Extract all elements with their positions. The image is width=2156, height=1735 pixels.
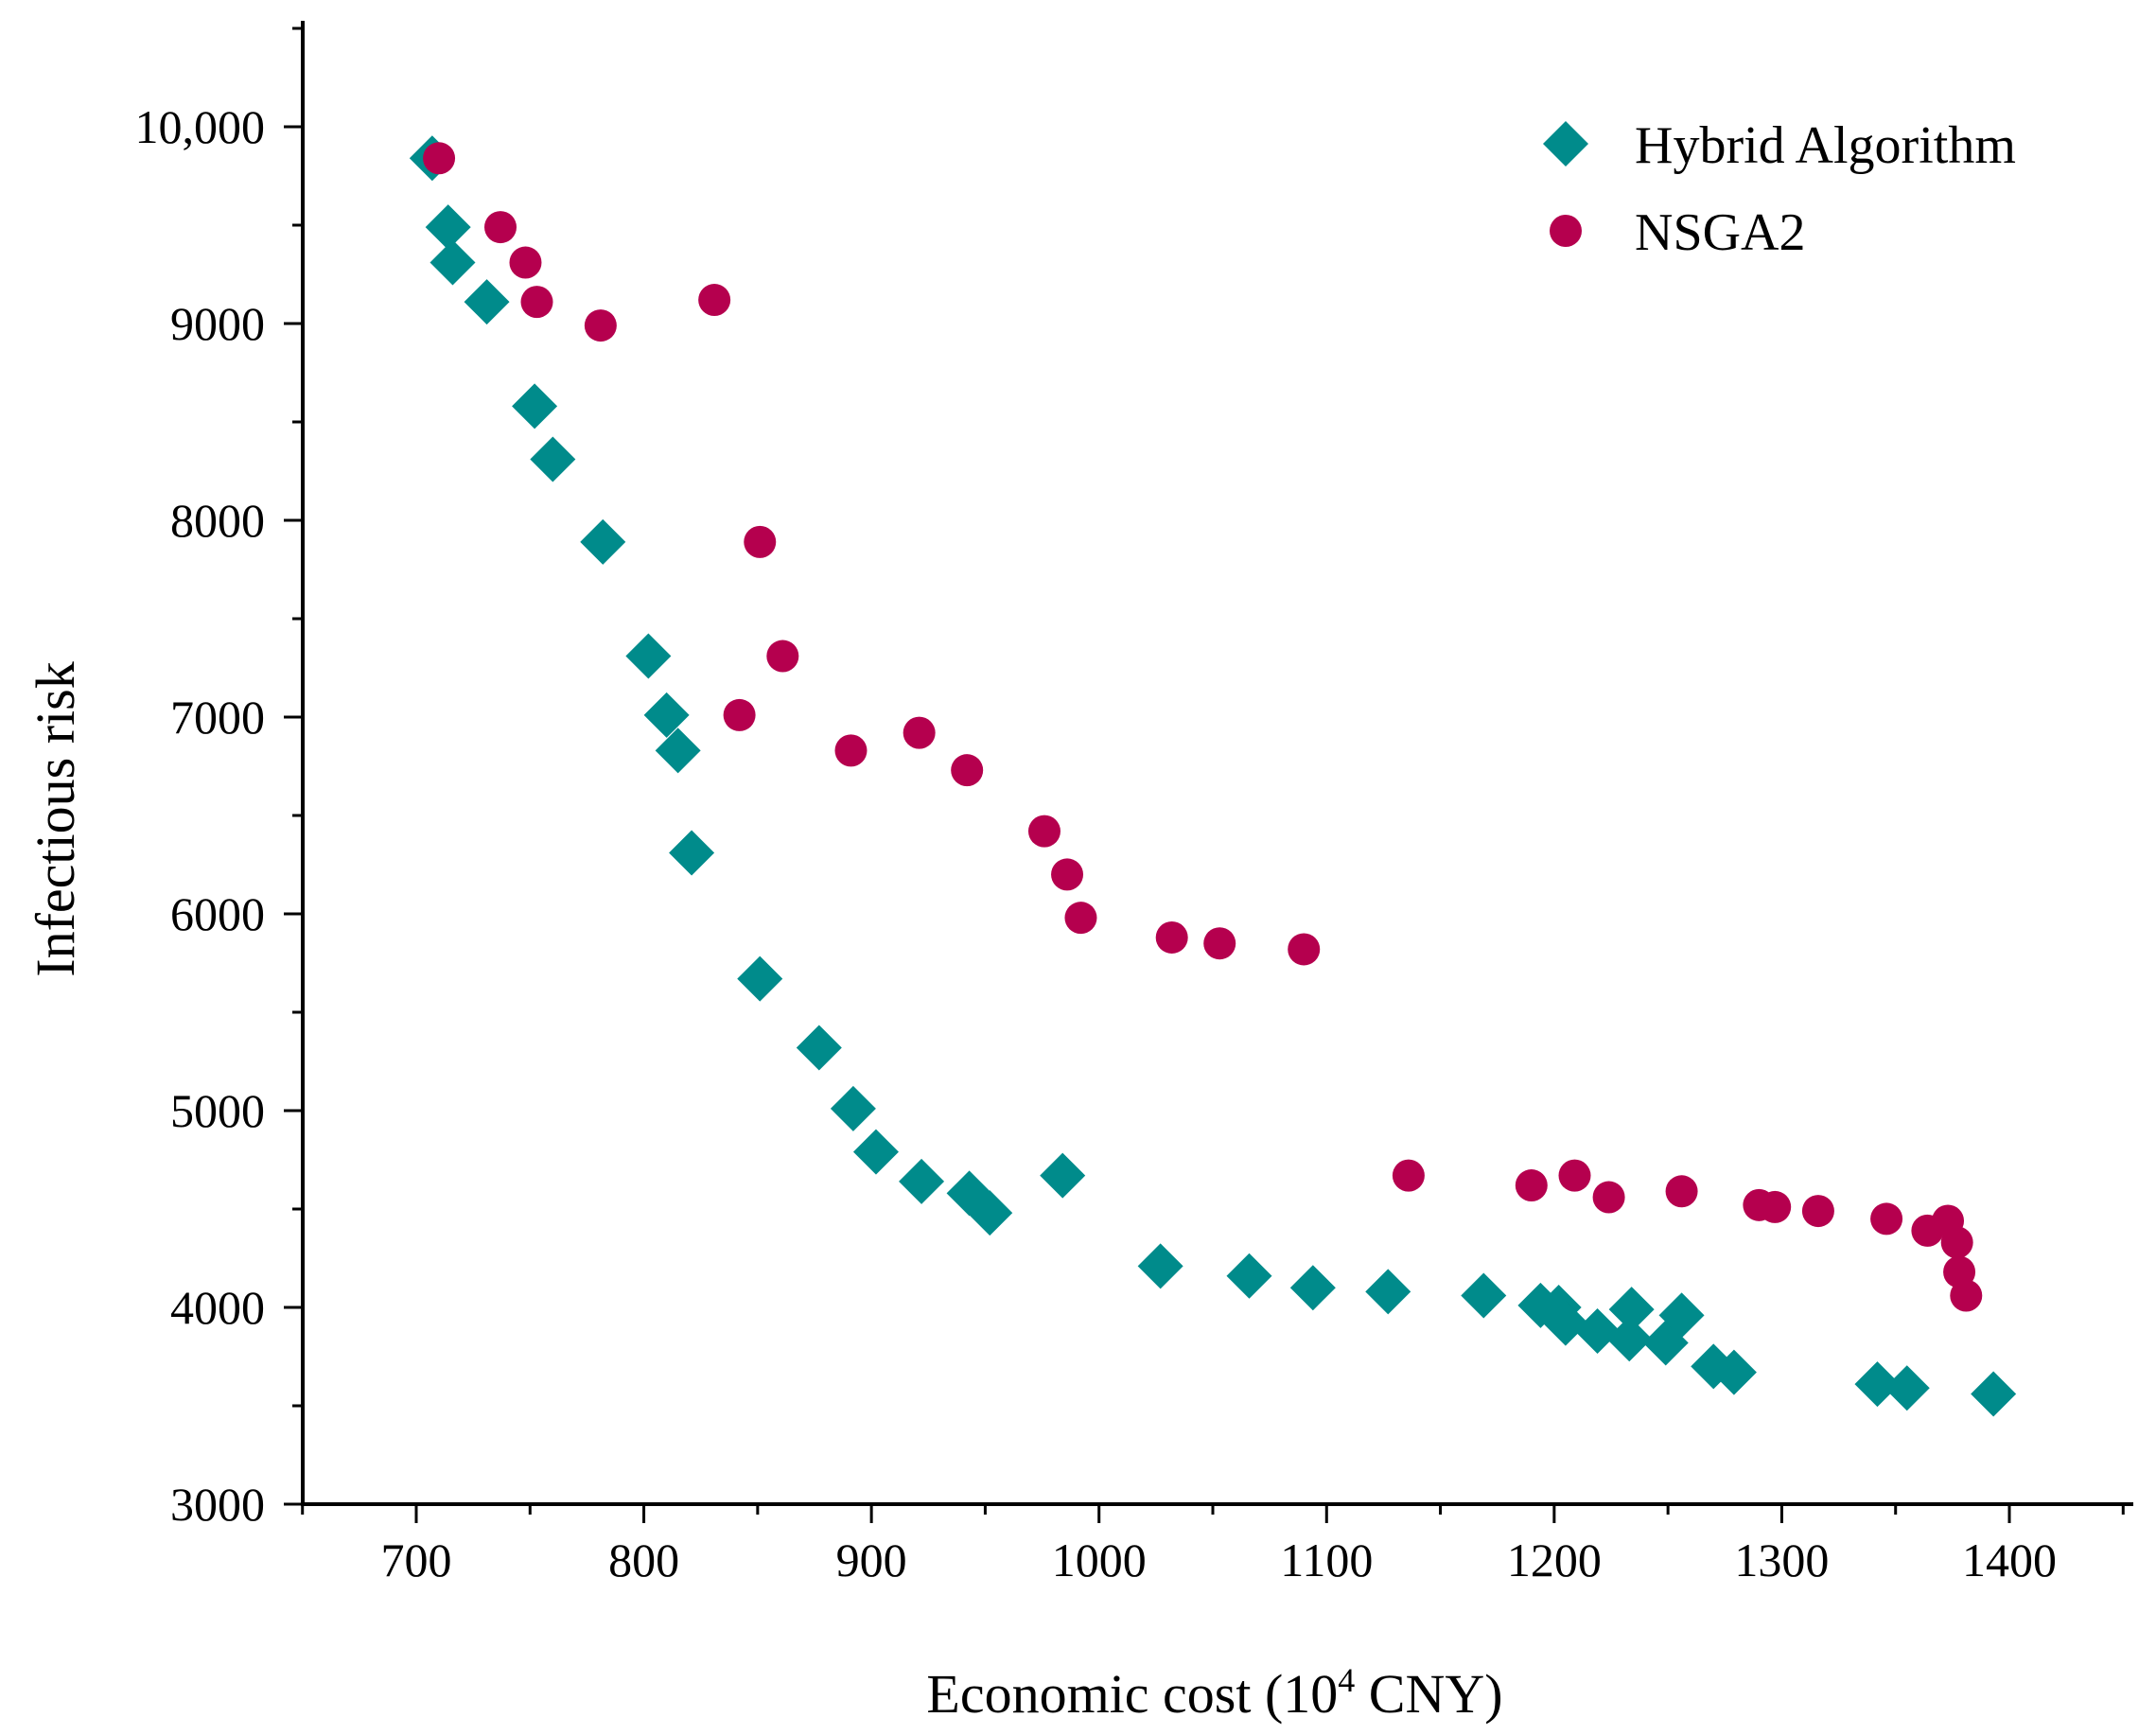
data-point-nsga2 (484, 211, 517, 244)
data-point-nsga2 (423, 142, 456, 175)
data-point-nsga2 (1203, 927, 1236, 960)
data-point-hybrid-algorithm (737, 955, 783, 1002)
data-point-nsga2 (509, 246, 542, 279)
legend-label: Hybrid Algorithm (1635, 116, 2016, 175)
data-point-hybrid-algorithm (796, 1025, 842, 1071)
data-point-nsga2 (903, 716, 936, 749)
data-point-nsga2 (1558, 1159, 1591, 1192)
data-point-hybrid-algorithm (530, 436, 576, 482)
y-axis-title: Infectious risk (25, 661, 86, 976)
data-point-hybrid-algorithm (1040, 1152, 1086, 1199)
data-point-nsga2 (1870, 1202, 1903, 1236)
data-point-nsga2 (744, 525, 777, 558)
data-point-hybrid-algorithm (830, 1085, 876, 1131)
y-tick-label: 6000 (170, 887, 265, 940)
data-point-nsga2 (834, 734, 868, 767)
data-point-nsga2 (1064, 902, 1097, 935)
x-axis-title: Economic cost (104 CNY) (926, 1661, 1502, 1725)
plot-marks (409, 135, 2017, 1417)
data-point-hybrid-algorithm (1461, 1272, 1507, 1319)
data-point-nsga2 (1592, 1181, 1625, 1214)
x-tick-label: 1400 (1962, 1533, 2057, 1586)
x-tick-label: 1300 (1734, 1533, 1829, 1586)
data-point-nsga2 (951, 754, 984, 787)
data-point-nsga2 (1940, 1226, 1973, 1259)
y-tick-label: 3000 (170, 1478, 265, 1531)
data-point-hybrid-algorithm (1854, 1361, 1901, 1408)
data-point-nsga2 (1950, 1279, 1983, 1312)
data-point-nsga2 (1051, 858, 1084, 891)
data-point-nsga2 (520, 286, 553, 319)
legend: Hybrid Algorithm NSGA2 (1543, 116, 2016, 262)
data-point-hybrid-algorithm (899, 1158, 945, 1204)
data-point-hybrid-algorithm (1710, 1349, 1757, 1395)
x-tick-label: 1100 (1280, 1533, 1373, 1586)
data-point-hybrid-algorithm (512, 383, 558, 429)
data-point-nsga2 (1759, 1190, 1792, 1223)
data-point-nsga2 (723, 698, 756, 731)
data-point-hybrid-algorithm (1658, 1292, 1705, 1339)
legend-label: NSGA2 (1635, 203, 1805, 262)
data-point-nsga2 (1027, 815, 1060, 848)
data-point-hybrid-algorithm (643, 692, 690, 738)
x-tick-label: 700 (381, 1533, 452, 1586)
series-nsga2 (423, 142, 1983, 1312)
data-point-nsga2 (766, 640, 799, 673)
x-tick-label: 1200 (1507, 1533, 1602, 1586)
data-point-nsga2 (1155, 920, 1188, 954)
data-point-nsga2 (698, 284, 731, 317)
data-point-hybrid-algorithm (669, 830, 715, 876)
data-point-nsga2 (1392, 1159, 1425, 1192)
data-point-hybrid-algorithm (967, 1190, 1013, 1236)
data-point-hybrid-algorithm (1884, 1365, 1930, 1411)
data-point-hybrid-algorithm (429, 239, 476, 286)
data-point-hybrid-algorithm (1971, 1371, 2017, 1417)
y-tick-label: 8000 (170, 494, 265, 547)
y-tick-label: 9000 (170, 297, 265, 350)
data-point-hybrid-algorithm (1574, 1307, 1621, 1354)
x-tick-label: 1000 (1052, 1533, 1147, 1586)
data-point-hybrid-algorithm (1226, 1253, 1272, 1299)
data-point-hybrid-algorithm (1608, 1287, 1655, 1333)
data-point-hybrid-algorithm (580, 518, 626, 565)
series-hybrid-algorithm (409, 135, 2017, 1417)
x-tick-label: 900 (836, 1533, 907, 1586)
data-point-hybrid-algorithm (1365, 1269, 1411, 1315)
data-point-hybrid-algorithm (1542, 1300, 1588, 1346)
y-tick-label: 10,000 (135, 100, 266, 153)
data-point-hybrid-algorithm (425, 204, 471, 251)
axis-ticks: 700 800 900 1000 1100 1200 1300 1400 3000 4000 500… (135, 26, 2125, 1586)
data-point-nsga2 (1515, 1169, 1548, 1202)
x-tick-label: 800 (608, 1533, 679, 1586)
data-point-nsga2 (1665, 1175, 1698, 1208)
legend-marker-nsga2 (1550, 215, 1582, 247)
y-tick-label: 5000 (170, 1084, 265, 1137)
y-tick-label: 4000 (170, 1281, 265, 1334)
y-tick-label: 7000 (170, 691, 265, 744)
legend-marker-hybrid-algorithm (1543, 121, 1588, 166)
data-point-hybrid-algorithm (1606, 1316, 1653, 1362)
data-point-hybrid-algorithm (625, 633, 672, 679)
data-point-hybrid-algorithm (852, 1129, 899, 1175)
data-point-nsga2 (1801, 1195, 1834, 1228)
data-point-hybrid-algorithm (1137, 1243, 1183, 1289)
data-point-nsga2 (584, 309, 617, 342)
data-point-hybrid-algorithm (655, 727, 701, 774)
data-point-nsga2 (1288, 933, 1321, 966)
data-point-hybrid-algorithm (1289, 1265, 1336, 1311)
data-point-hybrid-algorithm (464, 279, 510, 325)
